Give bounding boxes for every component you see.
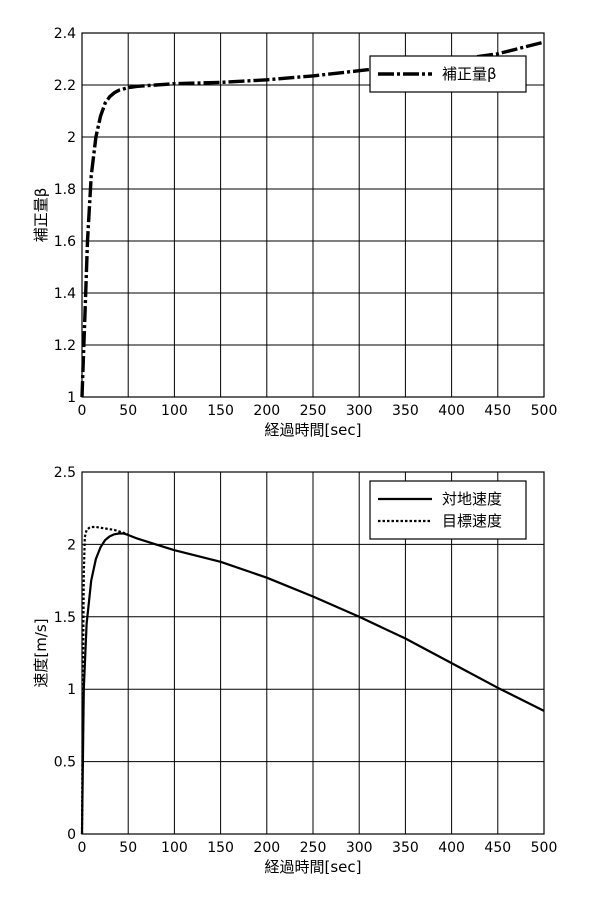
x-tick-label: 100: [161, 840, 188, 856]
legend-label: 目標速度: [442, 512, 502, 530]
x-tick-label: 250: [300, 403, 327, 419]
y-tick-label: 1.5: [54, 610, 76, 626]
x-tick-label: 300: [346, 840, 373, 856]
x-tick-label: 150: [207, 403, 234, 419]
y-tick-label: 2: [67, 130, 76, 146]
x-tick-label: 50: [119, 403, 137, 419]
y-axis-label: 速度[m/s]: [32, 618, 50, 687]
legend-label: 対地速度: [442, 490, 502, 508]
y-tick-label: 0: [67, 827, 76, 843]
y-tick-label: 1.8: [54, 182, 76, 198]
y-tick-label: 2: [67, 537, 76, 553]
x-tick-label: 500: [531, 403, 558, 419]
x-tick-label: 400: [438, 840, 465, 856]
y-tick-label: 2.4: [54, 26, 76, 42]
x-tick-label: 100: [161, 403, 188, 419]
x-axis-label: 経過時間[sec]: [265, 421, 362, 439]
y-tick-label: 1.2: [54, 338, 76, 354]
x-tick-label: 250: [300, 840, 327, 856]
y-tick-label: 2.5: [54, 465, 76, 481]
x-tick-label: 0: [78, 403, 87, 419]
y-tick-label: 2.2: [54, 78, 76, 94]
series-line-1: [82, 527, 128, 834]
x-tick-label: 450: [484, 840, 511, 856]
speed-chart: 0 50 100 150 200 250 300 350 400 450 500 0 0.5 1 1.5 2…: [32, 465, 557, 876]
legend-label: 補正量β: [442, 65, 497, 83]
x-axis-label: 経過時間[sec]: [265, 858, 362, 876]
x-tick-label: 150: [207, 840, 234, 856]
x-tick-label: 400: [438, 403, 465, 419]
y-tick-label: 1: [67, 390, 76, 406]
legend: 補正量β: [370, 56, 526, 92]
x-tick-label: 50: [119, 840, 137, 856]
x-tick-label: 200: [253, 403, 280, 419]
y-axis-label: 補正量β: [32, 188, 50, 243]
x-tick-label: 300: [346, 403, 373, 419]
y-tick-label: 1.4: [54, 286, 76, 302]
x-tick-label: 200: [253, 840, 280, 856]
y-tick-label: 1.6: [54, 234, 76, 250]
y-tick-label: 0.5: [54, 755, 76, 771]
x-tick-label: 500: [531, 840, 558, 856]
x-tick-label: 350: [392, 403, 419, 419]
beta-chart: 0 50 100 150 200 250 300 350 400 450 500 1 1.2 1.4 1.…: [32, 26, 557, 439]
x-tick-label: 0: [78, 840, 87, 856]
legend: 対地速度目標速度: [370, 481, 526, 539]
y-tick-label: 1: [67, 682, 76, 698]
x-tick-label: 350: [392, 840, 419, 856]
x-tick-label: 450: [484, 403, 511, 419]
